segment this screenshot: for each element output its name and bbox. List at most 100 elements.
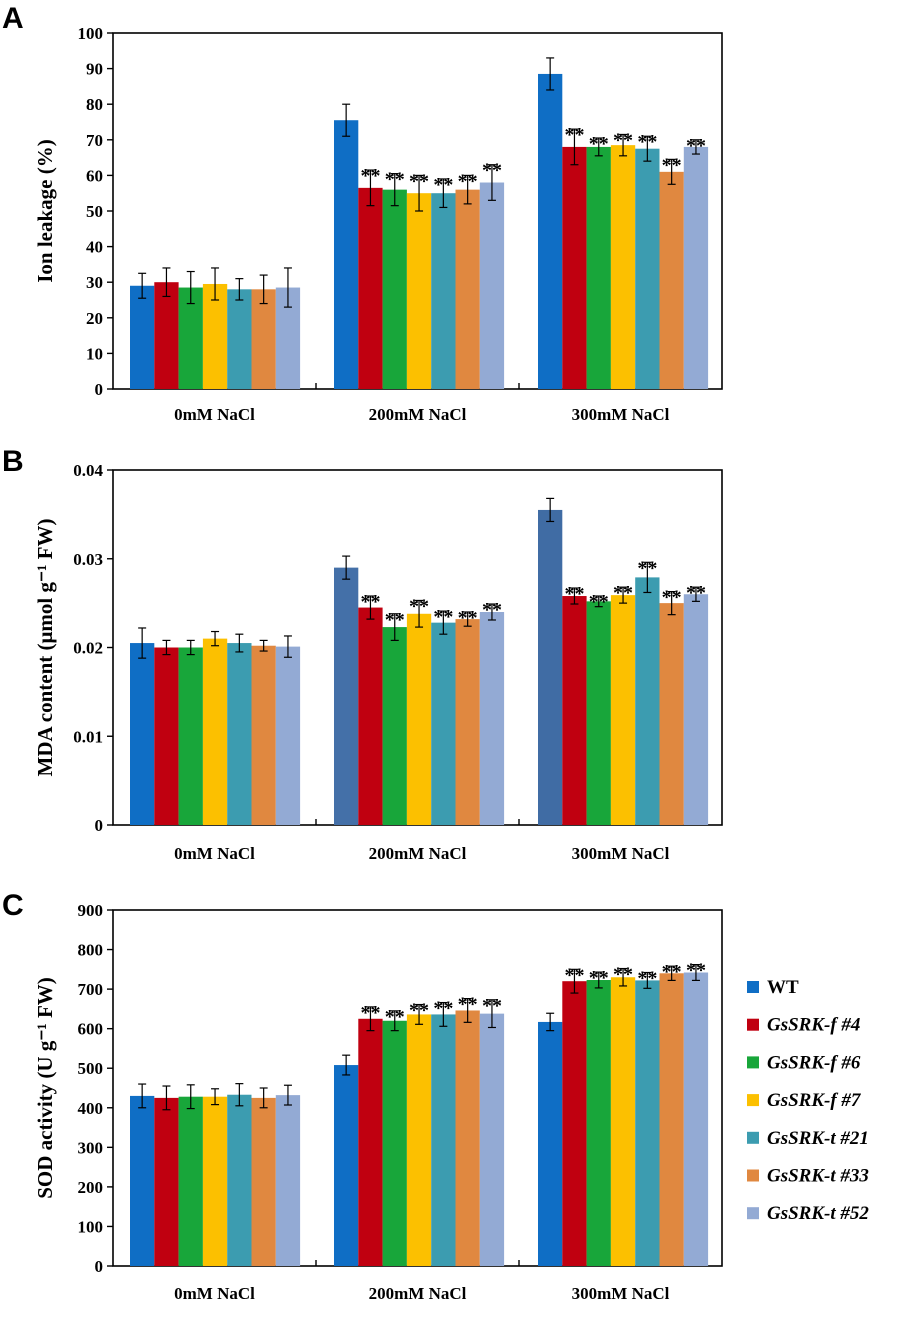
bar-gssrk-t-21-0mm-nacl [227,289,252,389]
bar-gssrk-f-7-200mm-nacl [406,193,432,389]
bar-gssrk-f-7-0mm-nacl [202,1096,228,1266]
bar-gssrk-f-4-200mm-nacl [358,1018,383,1266]
chart-panel-c: 0 100 200 300 400 500 600 700 800 900 0mM NaCl 200m… [33,901,723,1303]
legend-swatch-gssrk-t-21 [747,1131,759,1144]
legend-swatch-gssrk-t-52 [747,1207,759,1220]
legend-swatch-wt [747,981,759,993]
significance-mark: ** [385,1006,405,1028]
significance-mark: ** [637,967,657,989]
y-tick-label: 0 [95,816,104,835]
x-category-label: 200mM NaCl [369,844,467,863]
bar-gssrk-f-6-300mm-nacl [586,146,611,389]
bar-gssrk-t-33-0mm-nacl [251,1097,276,1266]
significance-mark: ** [458,170,478,192]
bar-gssrk-f-6-200mm-nacl [382,1020,407,1266]
bar-gssrk-f-4-300mm-nacl [562,596,587,825]
significance-mark: ** [482,160,502,182]
significance-mark: ** [433,174,453,196]
panel-letter-a: A [2,2,24,35]
legend-swatch-gssrk-f-4 [747,1018,759,1031]
y-tick-label: 40 [86,238,103,257]
bar-gssrk-t-21-200mm-nacl [431,1014,456,1266]
significance-mark: ** [589,591,609,613]
x-category-label: 300mM NaCl [572,405,670,424]
significance-mark: ** [662,587,682,609]
bar-wt-200mm-nacl [334,1065,359,1266]
significance-mark: ** [662,961,682,983]
legend: WT GsSRK-f #4 GsSRK-f #6 GsSRK-f #7 GsSRK-t … [747,977,869,1224]
bar-gssrk-t-33-300mm-nacl [659,603,684,825]
x-category-label: 300mM NaCl [572,844,670,863]
bar-gssrk-t-21-200mm-nacl [431,622,456,825]
x-category-label: 0mM NaCl [174,405,255,424]
y-tick-label: 200 [78,1178,104,1197]
panel-letter-b: B [2,445,24,478]
bar-gssrk-t-21-300mm-nacl [635,980,660,1266]
bar-gssrk-t-52-200mm-nacl [479,182,505,389]
legend-label: GsSRK-f #6 [767,1052,861,1073]
bar-gssrk-t-21-200mm-nacl [431,193,456,389]
bar-gssrk-f-6-200mm-nacl [382,189,407,389]
bar-gssrk-t-33-200mm-nacl [455,619,480,825]
significance-mark: ** [409,595,429,617]
significance-mark: ** [360,165,380,187]
y-tick-label: 700 [78,980,104,999]
bar-gssrk-t-33-200mm-nacl [455,1010,480,1266]
legend-swatch-gssrk-f-7 [747,1094,759,1107]
bar-gssrk-f-4-0mm-nacl [154,647,179,825]
legend-label: GsSRK-t #33 [767,1166,869,1187]
x-category-label: 200mM NaCl [369,1284,467,1303]
bar-gssrk-t-21-0mm-nacl [227,1094,252,1266]
bar-wt-200mm-nacl [334,120,359,389]
y-tick-label: 50 [86,202,103,221]
bar-gssrk-t-33-0mm-nacl [251,645,276,825]
bar-wt-0mm-nacl [130,643,155,825]
panel-letter-c: C [2,889,24,922]
bar-gssrk-f-7-200mm-nacl [406,613,432,825]
y-tick-label: 0.01 [73,727,103,746]
y-tick-label: 500 [78,1059,104,1078]
bar-gssrk-t-33-0mm-nacl [251,289,276,389]
significance-mark: ** [613,964,633,986]
x-category-label: 200mM NaCl [369,405,467,424]
significance-mark: ** [564,124,584,146]
bar-gssrk-f-4-0mm-nacl [154,1097,179,1266]
bar-gssrk-f-6-0mm-nacl [178,1096,203,1266]
significance-mark: ** [637,557,657,579]
significance-mark: ** [409,170,429,192]
significance-mark: ** [385,169,405,191]
chart-panel-a: 0 10 20 30 40 50 60 70 80 90 100 0mM NaCl 200mM NaCl… [33,24,723,424]
y-tick-label: 30 [86,273,103,292]
bar-gssrk-t-33-300mm-nacl [659,171,684,389]
y-tick-label: 100 [78,1217,104,1236]
significance-mark: ** [385,609,405,631]
significance-mark: ** [458,607,478,629]
bar-gssrk-t-21-300mm-nacl [635,577,660,825]
y-tick-label: 90 [86,60,103,79]
y-tick-label: 600 [78,1020,104,1039]
y-tick-label: 20 [86,309,103,328]
bar-gssrk-t-52-0mm-nacl [275,646,301,825]
chart-panel-b: 0 0.01 0.02 0.03 0.04 0mM NaCl 200mM NaCl 300mM… [33,461,723,863]
y-tick-label: 0.02 [73,639,103,658]
significance-mark: ** [458,994,478,1016]
bar-gssrk-f-4-200mm-nacl [358,187,383,389]
significance-mark: ** [564,964,584,986]
significance-mark: ** [589,967,609,989]
significance-mark: ** [686,960,706,982]
legend-label: GsSRK-t #52 [767,1203,869,1224]
bar-gssrk-f-4-300mm-nacl [562,981,587,1266]
significance-mark: ** [662,154,682,176]
bar-wt-300mm-nacl [538,73,563,389]
bar-gssrk-f-7-200mm-nacl [406,1014,432,1266]
bar-gssrk-t-33-300mm-nacl [659,973,684,1266]
y-tick-label: 0 [95,380,104,399]
bar-gssrk-f-6-300mm-nacl [586,601,611,825]
x-category-label: 0mM NaCl [174,844,255,863]
bar-gssrk-f-4-300mm-nacl [562,146,587,389]
bar-gssrk-t-21-300mm-nacl [635,148,660,389]
y-tick-label: 900 [78,901,104,920]
significance-mark: ** [589,133,609,155]
bar-gssrk-f-7-300mm-nacl [610,595,636,825]
bar-gssrk-f-6-200mm-nacl [382,627,407,825]
